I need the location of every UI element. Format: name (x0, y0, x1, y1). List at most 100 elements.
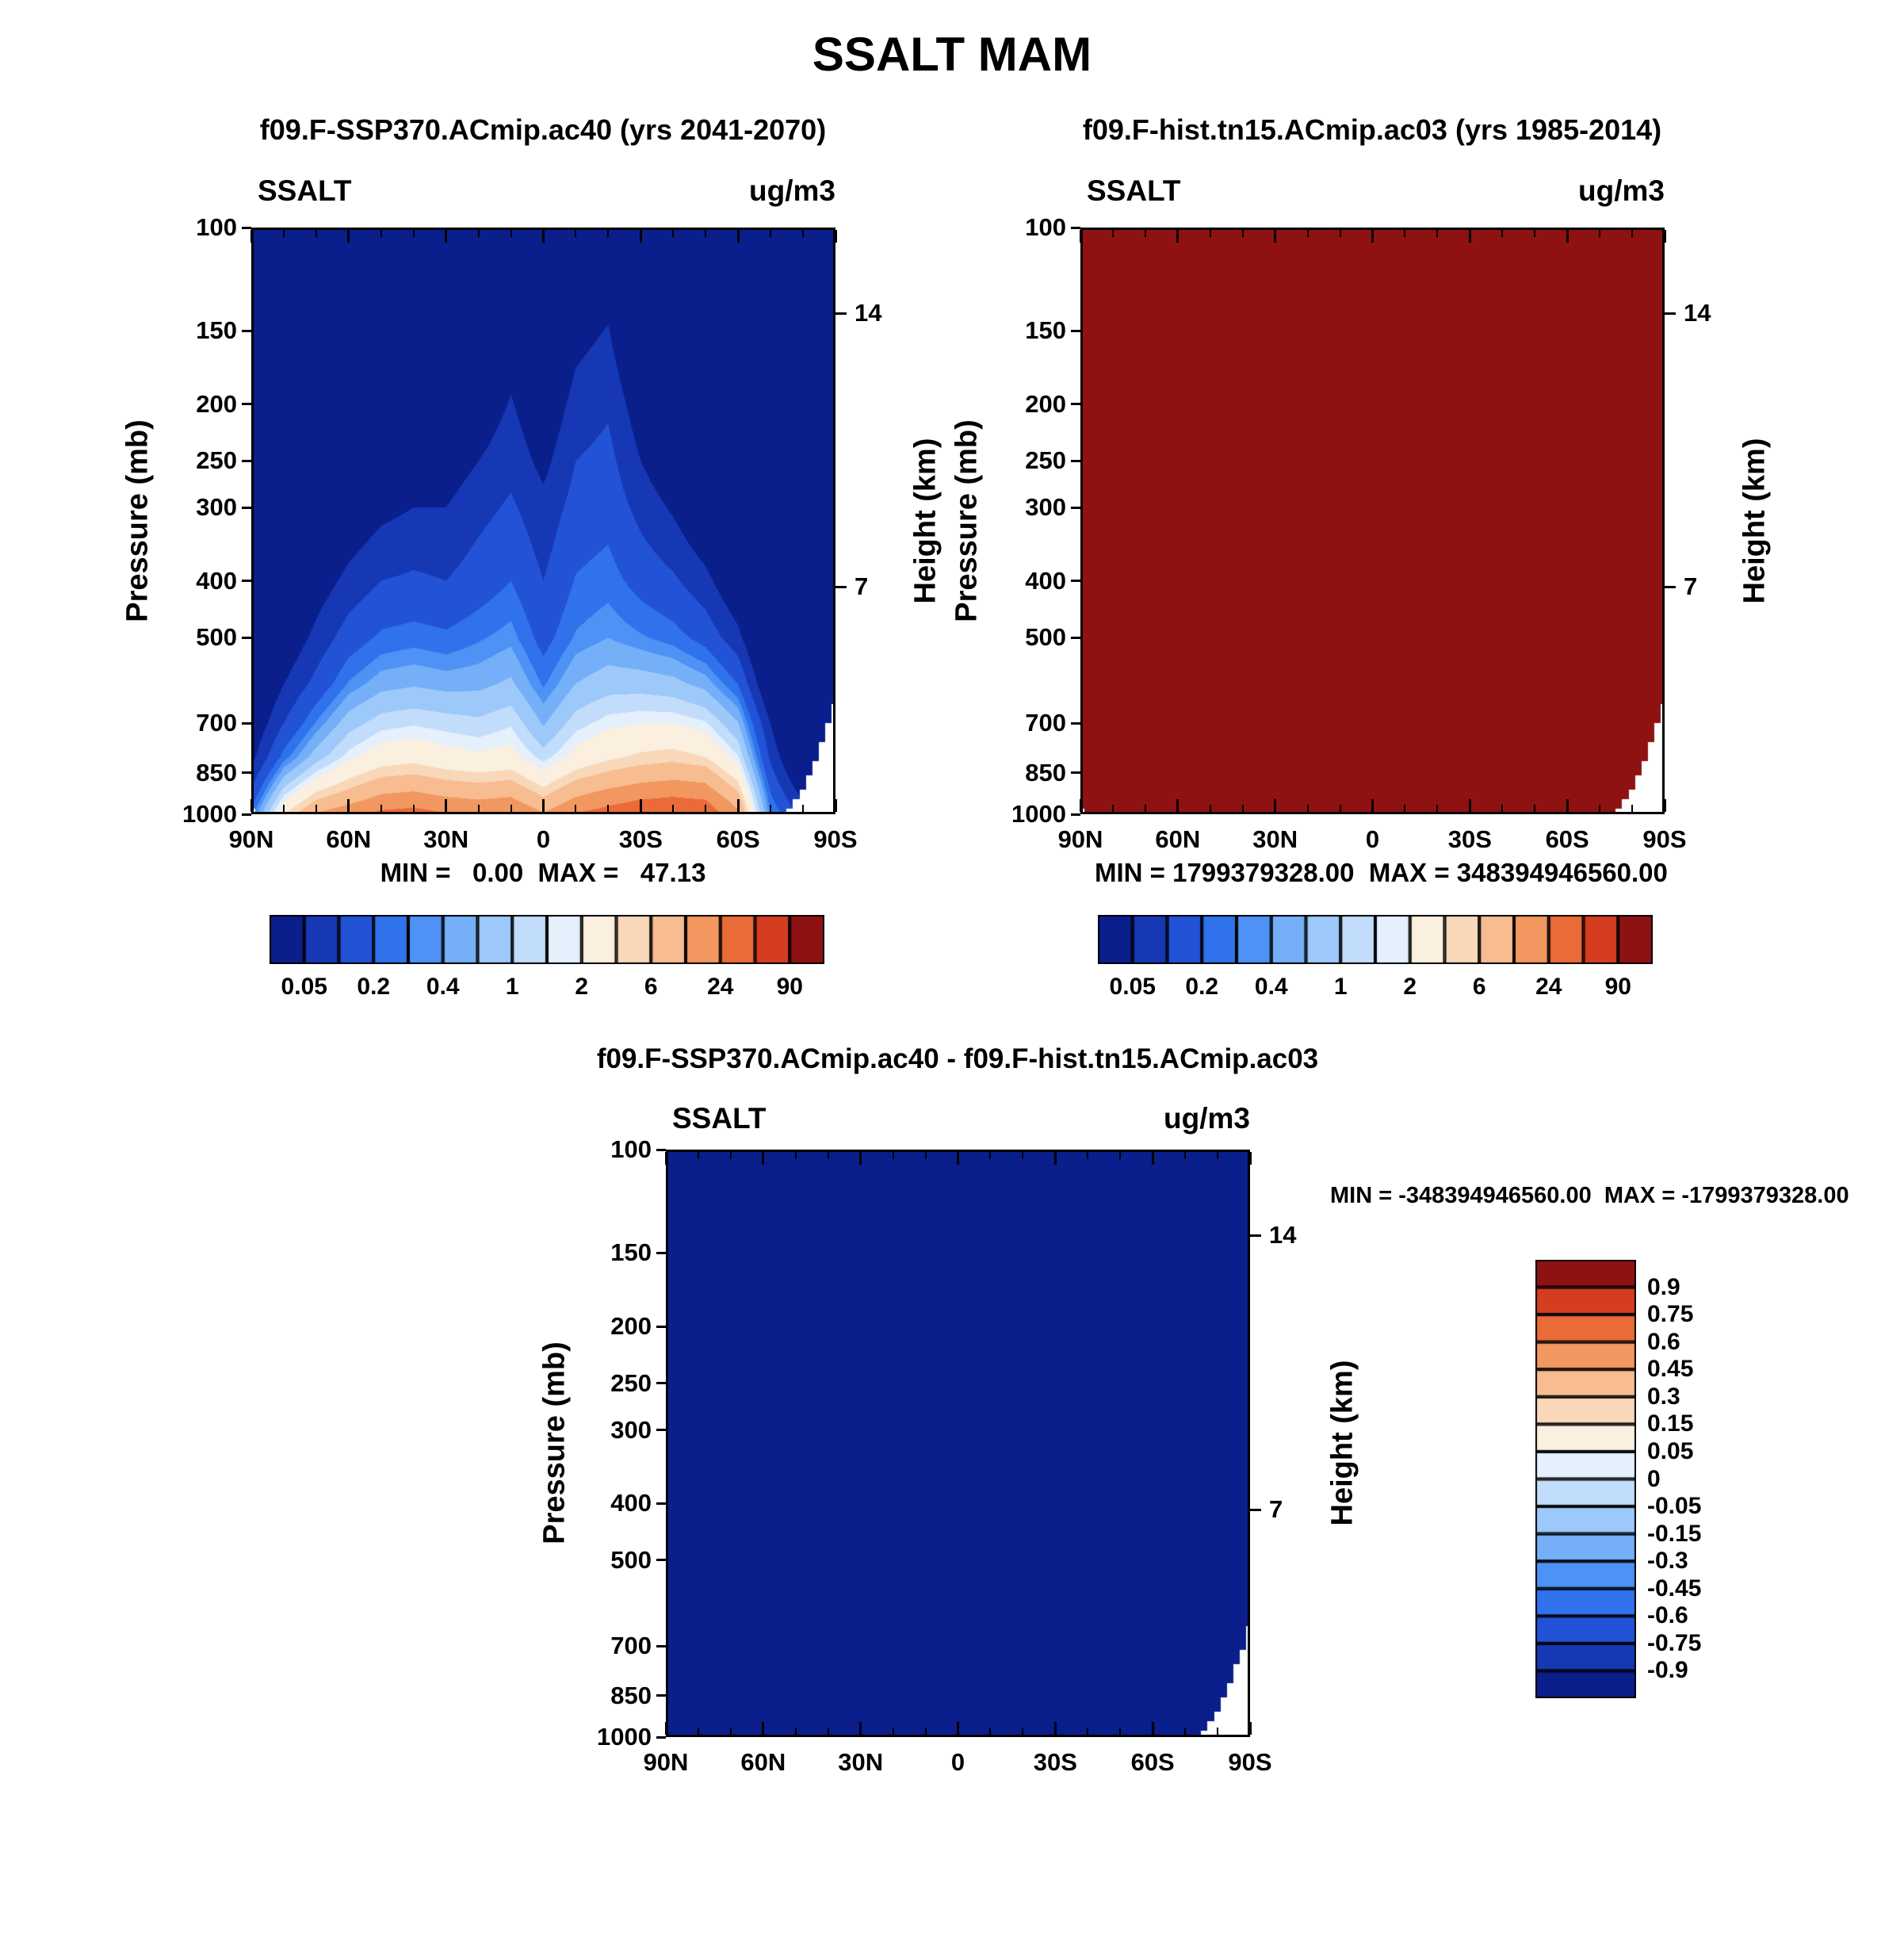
x-major-tick (834, 799, 837, 812)
x-minor-tick (1599, 230, 1601, 237)
x-minor-tick (1111, 230, 1114, 237)
diff-colorbar-label: -0.05 (1647, 1493, 1702, 1520)
y-major-tick (242, 813, 251, 816)
x-major-tick (1663, 799, 1666, 812)
colorbar-tick-label: 2 (1403, 974, 1417, 1000)
panel1-field-label: SSALT (258, 174, 352, 207)
x-major-tick (542, 799, 545, 812)
y-major-tick (242, 636, 251, 639)
x-major-tick (1176, 799, 1179, 812)
diff-colorbar-label: 0.75 (1647, 1301, 1694, 1328)
y-tick-label: 200 (196, 389, 237, 418)
y-tick-label: 150 (610, 1238, 652, 1267)
x-minor-tick (770, 230, 772, 237)
x-minor-tick (1022, 1152, 1024, 1159)
y-major-tick (1071, 226, 1080, 229)
y-major-tick (1071, 506, 1080, 509)
diff-colorbar-label: 0.3 (1647, 1383, 1680, 1410)
x-major-tick (859, 1152, 862, 1165)
y-tick-label: 300 (196, 493, 237, 522)
height-tick (1665, 585, 1676, 588)
x-minor-tick (1087, 1152, 1089, 1159)
y-tick-label: 400 (610, 1489, 652, 1517)
y-tick-label: 850 (1025, 758, 1066, 786)
x-major-tick (1151, 1722, 1154, 1735)
x-minor-tick (1631, 805, 1634, 812)
x-major-tick (736, 230, 740, 243)
y-tick-label: 250 (1025, 446, 1066, 475)
y-major-tick (656, 1694, 666, 1697)
x-minor-tick (989, 1152, 992, 1159)
y-major-tick (242, 403, 251, 406)
x-minor-tick (705, 805, 707, 812)
x-minor-tick (770, 805, 772, 812)
x-minor-tick (412, 230, 415, 237)
diff-colorbar-label: 0 (1647, 1465, 1661, 1492)
y-major-tick (656, 1251, 666, 1254)
x-minor-tick (989, 1728, 992, 1735)
y-tick-label: 400 (196, 566, 237, 595)
x-major-tick (664, 1152, 667, 1165)
x-minor-tick (1501, 805, 1504, 812)
colorbar-tick-label: 0.4 (426, 974, 460, 1000)
x-major-tick (1248, 1152, 1252, 1165)
x-major-tick (1468, 230, 1471, 243)
y-major-tick (242, 506, 251, 509)
panel1-minmax-text: MIN = 0.00 MAX = 47.13 (380, 858, 706, 887)
x-tick-label: 0 (1365, 825, 1380, 853)
diff-colorbar-label: 0.45 (1647, 1356, 1694, 1383)
panel2-contour-plot (1080, 228, 1665, 814)
x-minor-tick (1339, 805, 1341, 812)
colorbar-tick-label: 24 (707, 974, 734, 1000)
x-minor-tick (1144, 230, 1146, 237)
x-minor-tick (802, 805, 805, 812)
x-tick-label: 0 (950, 1748, 965, 1776)
colorbar-tick-label: 24 (1535, 974, 1562, 1000)
y-major-tick (656, 1502, 666, 1505)
height-tick-label: 14 (1684, 299, 1711, 327)
x-minor-tick (827, 1152, 829, 1159)
x-major-tick (250, 799, 253, 812)
x-major-tick (1371, 799, 1374, 812)
x-minor-tick (380, 805, 382, 812)
x-major-tick (1176, 230, 1179, 243)
panel2-field-label: SSALT (1087, 174, 1181, 207)
x-minor-tick (1209, 805, 1211, 812)
colorbar-tick-label: 0.05 (1109, 974, 1156, 1000)
x-tick-label: 90S (1642, 825, 1687, 853)
x-major-tick (1053, 1722, 1057, 1735)
x-tick-label: 90S (1228, 1748, 1272, 1776)
x-tick-label: 60S (716, 825, 760, 853)
y-major-tick (1071, 771, 1080, 775)
y-tick-label: 250 (610, 1368, 652, 1397)
y-tick-label: 150 (196, 316, 237, 345)
colorbar-tick-label: 90 (1604, 974, 1631, 1000)
x-tick-label: 60S (1130, 1748, 1175, 1776)
x-major-tick (1566, 799, 1569, 812)
x-minor-tick (1119, 1152, 1122, 1159)
diff-colorbar-label: -0.75 (1647, 1629, 1702, 1656)
x-major-tick (1248, 1722, 1252, 1735)
x-minor-tick (729, 1152, 732, 1159)
x-minor-tick (477, 805, 480, 812)
height-tick (1250, 1234, 1261, 1237)
diff-colorbar-label: -0.3 (1647, 1548, 1688, 1575)
x-minor-tick (1501, 230, 1504, 237)
x-major-tick (542, 230, 545, 243)
y-tick-label: 250 (196, 446, 237, 475)
x-minor-tick (380, 230, 382, 237)
y-major-tick (242, 459, 251, 462)
x-minor-tick (412, 805, 415, 812)
x-major-tick (762, 1152, 765, 1165)
y-tick-label: 300 (1025, 493, 1066, 522)
y-major-tick (656, 1382, 666, 1385)
x-tick-label: 90N (643, 1748, 689, 1776)
x-tick-label: 30N (423, 825, 469, 853)
panel3-minmax-text: MIN = -348394946560.00 MAX = -1799379328… (1330, 1183, 1849, 1208)
y-tick-label: 400 (1025, 566, 1066, 595)
x-major-tick (1151, 1152, 1154, 1165)
x-minor-tick (1119, 1728, 1122, 1735)
x-major-tick (736, 799, 740, 812)
x-major-tick (834, 230, 837, 243)
y-major-tick (656, 1148, 666, 1151)
